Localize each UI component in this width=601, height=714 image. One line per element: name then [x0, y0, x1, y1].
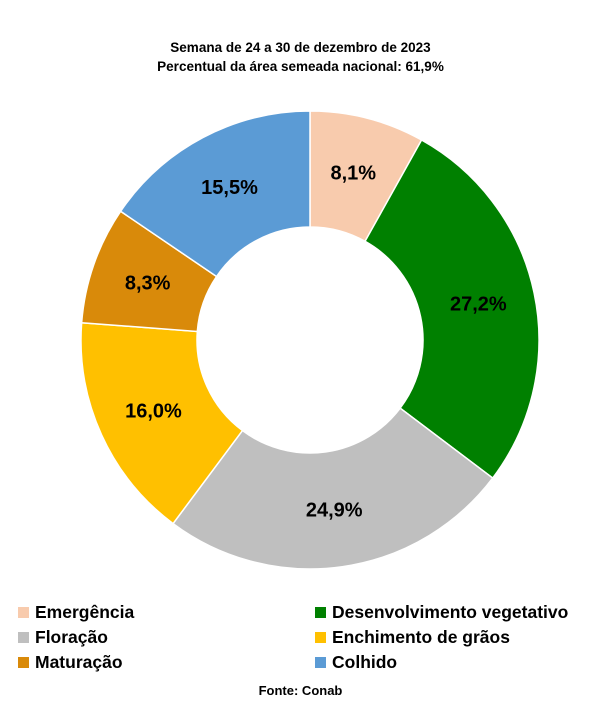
legend-label: Floração [35, 627, 108, 647]
legend-swatch [18, 657, 29, 668]
legend-swatch [18, 632, 29, 643]
chart-title: Semana de 24 a 30 de dezembro de 2023 [170, 40, 431, 55]
legend-swatch [315, 632, 326, 643]
legend-item-floracao: Floração [18, 627, 108, 648]
legend-swatch [315, 657, 326, 668]
chart-subtitle: Percentual da área semeada nacional: 61,… [157, 59, 444, 74]
legend-label: Emergência [35, 602, 135, 622]
data-label-colhido: 15,5% [201, 177, 258, 199]
data-label-maturacao: 8,3% [125, 272, 171, 294]
legend-item-desenvolvimento-vegetativo: Desenvolvimento vegetativo [315, 602, 568, 623]
legend-item-emergencia: Emergência [18, 602, 134, 623]
legend-swatch [18, 607, 29, 618]
legend-item-colhido: Colhido [315, 652, 397, 673]
legend-label: Desenvolvimento vegetativo [332, 602, 569, 622]
slice-colhido [119, 110, 311, 278]
legend-item-enchimento-de-graos: Enchimento de grãos [315, 627, 510, 648]
data-label-floracao: 24,9% [306, 499, 363, 521]
slice-desenvolvimento-vegetativo [364, 139, 540, 480]
data-label-desenvolvimento-vegetativo: 27,2% [450, 294, 507, 316]
data-label-emergencia: 8,1% [331, 163, 377, 185]
data-label-enchimento-de-graos: 16,0% [125, 400, 182, 422]
legend-swatch [315, 607, 326, 618]
legend-label: Maturação [35, 652, 123, 672]
slice-enchimento-de-graos [80, 321, 244, 525]
legend-label: Colhido [332, 652, 398, 672]
slice-floracao [172, 407, 494, 570]
source-note: Fonte: Conab [258, 683, 343, 698]
legend-label: Enchimento de grãos [332, 627, 510, 647]
donut-chart: 8,1% 27,2% 24,9% 16,0% 8,3% 15,5% [80, 110, 540, 570]
chart-title-block: Semana de 24 a 30 de dezembro de 2023 Pe… [0, 38, 601, 76]
legend-item-maturacao: Maturação [18, 652, 123, 673]
